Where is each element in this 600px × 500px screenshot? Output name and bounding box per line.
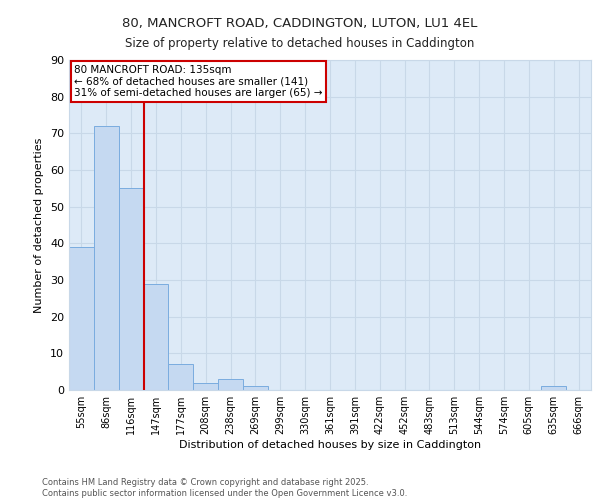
Text: Size of property relative to detached houses in Caddington: Size of property relative to detached ho… (125, 38, 475, 51)
Bar (218, 379, 243, 390)
Bar (143, 284, 169, 390)
Bar (169, 364, 193, 390)
X-axis label: Distribution of detached houses by size in Caddington: Distribution of detached houses by size … (179, 440, 481, 450)
Text: 80 MANCROFT ROAD: 135sqm
← 68% of detached houses are smaller (141)
31% of semi-: 80 MANCROFT ROAD: 135sqm ← 68% of detach… (74, 65, 323, 98)
Y-axis label: Number of detached properties: Number of detached properties (34, 138, 44, 312)
Text: Contains HM Land Registry data © Crown copyright and database right 2025.
Contai: Contains HM Land Registry data © Crown c… (42, 478, 407, 498)
Text: 80, MANCROFT ROAD, CADDINGTON, LUTON, LU1 4EL: 80, MANCROFT ROAD, CADDINGTON, LUTON, LU… (122, 18, 478, 30)
Bar (94, 126, 119, 390)
Bar (541, 386, 566, 390)
Bar (69, 247, 94, 390)
Bar (243, 386, 268, 390)
Bar (119, 188, 143, 390)
Bar (193, 382, 218, 390)
